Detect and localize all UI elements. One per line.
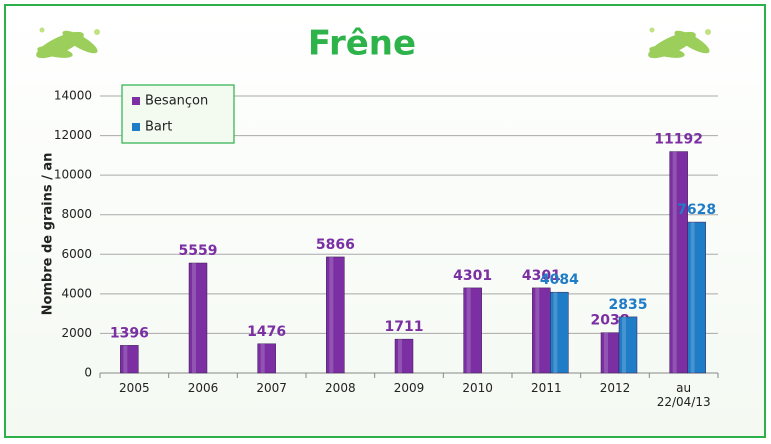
bar (120, 345, 139, 374)
bar (463, 287, 482, 374)
value-label: 4301 (453, 268, 492, 284)
bar-shine (260, 343, 265, 373)
bar-shine (553, 292, 558, 373)
legend-label: Bart (145, 120, 172, 135)
bar (550, 291, 569, 374)
x-tick-label: 2009 (393, 381, 425, 395)
y-tick-label: 6000 (61, 247, 92, 261)
x-tick-label: 2007 (256, 381, 287, 395)
bar (669, 151, 688, 374)
bar (600, 332, 620, 374)
y-tick-label: 12000 (54, 128, 92, 142)
x-tick-label: 2006 (187, 381, 219, 395)
bar-shine (123, 345, 128, 373)
bar-shine (466, 287, 471, 373)
value-label: 4084 (540, 272, 579, 288)
bar-shine (672, 151, 677, 373)
chart-title: Frêne (308, 24, 416, 64)
frame (4, 4, 766, 438)
y-tick-label: 2000 (61, 326, 92, 340)
x-tick-label: 2012 (599, 381, 631, 395)
x-tick-label: 2005 (119, 381, 150, 395)
bar (532, 287, 551, 374)
x-tick-label: au 22/04/13 (656, 381, 711, 409)
decoration-left (36, 27, 100, 59)
legend-box (121, 84, 235, 144)
value-label: 2835 (609, 297, 648, 313)
bar (687, 221, 706, 374)
bar (188, 262, 208, 374)
value-label: 4301 (522, 268, 561, 284)
bar-shine (690, 222, 695, 373)
y-axis-label: Nombre de grains / an (41, 153, 56, 316)
legend-swatch (132, 123, 140, 131)
bar-shine (622, 316, 626, 373)
value-label: 1396 (110, 325, 149, 341)
bar (618, 316, 638, 374)
y-tick-label: 0 (84, 366, 92, 380)
x-tick-label: 2010 (462, 381, 493, 395)
bar (257, 343, 276, 374)
value-label: 1711 (385, 319, 424, 335)
legend: Besançon Bart (121, 84, 235, 144)
bar-shine (535, 287, 540, 373)
bar-shine (398, 339, 402, 373)
legend-swatch (132, 97, 140, 105)
value-label: 11192 (654, 132, 703, 148)
value-label: 5866 (316, 237, 355, 253)
bar-shine (192, 263, 196, 373)
bar (394, 338, 414, 374)
value-label: 7628 (677, 202, 716, 218)
bar (326, 256, 345, 374)
x-tick-label: 2008 (325, 381, 356, 395)
value-label: 5559 (179, 243, 218, 259)
decoration-right (648, 27, 711, 59)
value-label: 1476 (247, 324, 286, 340)
legend-label: Besançon (145, 94, 208, 109)
y-tick-label: 4000 (61, 286, 92, 300)
x-tick-label: 2011 (531, 381, 562, 395)
y-tick-label: 8000 (61, 207, 92, 221)
bar-shine (329, 256, 334, 373)
bar-shine (604, 332, 608, 373)
y-tick-label: 14000 (54, 89, 92, 103)
y-tick-label: 10000 (54, 168, 92, 182)
